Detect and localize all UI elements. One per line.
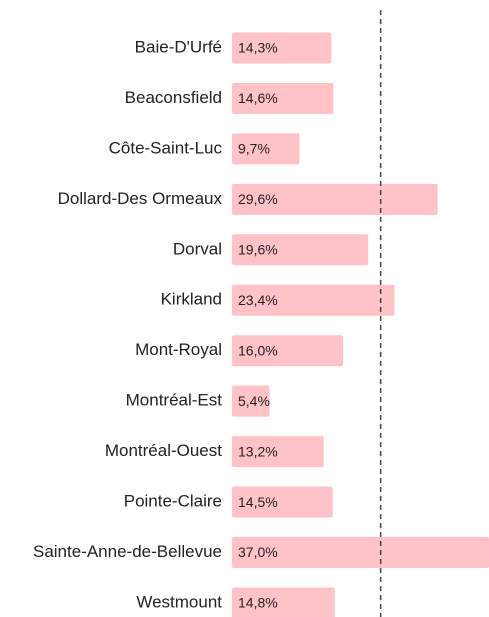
value-label: 29,6% (238, 191, 278, 207)
bar (232, 486, 333, 518)
bar (232, 284, 395, 316)
category-label: Baie-D'Urfé (135, 37, 222, 56)
bar (232, 133, 300, 165)
value-label: 14,6% (238, 90, 278, 106)
category-label: Sainte-Anne-de-Bellevue (33, 542, 222, 561)
category-label: Montréal-Est (126, 391, 223, 410)
value-label: 9,7% (238, 141, 270, 157)
value-label: 16,0% (238, 342, 278, 358)
bar (232, 385, 270, 417)
bar (232, 436, 324, 468)
value-label: 14,5% (238, 494, 278, 510)
bar (232, 537, 489, 568)
category-label: Pointe-Claire (124, 492, 222, 511)
value-label: 14,3% (238, 40, 278, 56)
category-label: Dollard-Des Ormeaux (58, 189, 223, 208)
bar (232, 234, 369, 266)
value-label: 19,6% (238, 242, 278, 258)
category-label: Montréal-Ouest (105, 441, 222, 460)
bar (232, 183, 438, 215)
value-label: 14,8% (238, 595, 278, 611)
bar (232, 82, 334, 114)
value-label: 23,4% (238, 292, 278, 308)
value-label: 37,0% (238, 544, 278, 560)
category-label: Dorval (173, 239, 222, 258)
bar (232, 32, 332, 64)
category-label: Côte-Saint-Luc (109, 138, 223, 157)
category-label: Mont-Royal (135, 340, 222, 359)
bar (232, 335, 344, 367)
bar (232, 587, 335, 617)
category-label: Westmount (136, 592, 222, 611)
category-label: Beaconsfield (125, 88, 222, 107)
category-label: Kirkland (161, 290, 222, 309)
value-label: 13,2% (238, 443, 278, 459)
value-label: 5,4% (238, 393, 270, 409)
